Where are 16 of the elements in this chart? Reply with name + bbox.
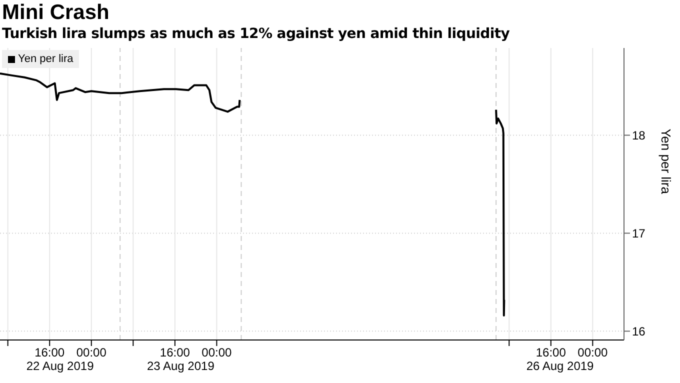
x-tick-label: 00:00 <box>578 346 608 360</box>
y-tick-label: 17 <box>632 226 646 240</box>
x-tick-label: 00:00 <box>202 346 232 360</box>
text: 26 Aug 2019 <box>525 359 595 373</box>
text: 23 Aug 2019 <box>146 359 216 373</box>
chart-title: Mini Crash <box>2 1 110 25</box>
x-tick-label: 00:00 <box>76 346 107 360</box>
y-axis-title: Yen per lira <box>658 128 674 195</box>
x-tick-label: 16:00 <box>160 346 190 360</box>
y-tick-label: 18 <box>632 128 646 142</box>
text: 22 Aug 2019 <box>25 359 95 373</box>
x-tick-label: 16:00 <box>34 346 65 360</box>
y-tick-label: 16 <box>632 324 646 338</box>
chart-subtitle: Turkish lira slumps as much as 12% against yen amid thin liquidity <box>2 26 510 42</box>
legend-label: Yen per lira <box>17 53 74 65</box>
x-tick-label: 16:00 <box>536 346 566 360</box>
